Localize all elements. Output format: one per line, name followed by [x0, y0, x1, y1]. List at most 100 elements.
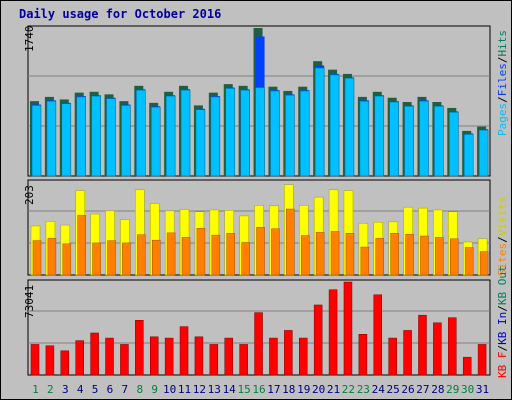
bar-kbf	[448, 317, 457, 376]
ymax-label-hits: 1740	[23, 25, 36, 53]
bar-kbf	[224, 337, 233, 376]
bar-kbf	[135, 319, 144, 376]
bar-pages	[285, 94, 295, 177]
bar-pages	[389, 101, 399, 177]
bar-pages	[240, 89, 250, 177]
bar-sites	[315, 232, 325, 276]
bar-kbf	[313, 304, 323, 376]
x-tick-label: 1	[32, 383, 39, 396]
bar-pages	[419, 100, 429, 177]
bar-kbf	[179, 326, 189, 376]
bar-pages	[314, 67, 325, 177]
bar-kbf	[209, 344, 219, 376]
legend-kbout: KB Out	[496, 265, 509, 306]
bar-pages	[46, 100, 57, 177]
x-tick-label: 18	[282, 383, 295, 396]
bar-pages	[195, 109, 206, 177]
legend-files: Files	[496, 63, 509, 97]
bar-pages	[76, 96, 87, 177]
bar-kbf	[477, 344, 487, 376]
legend-sep: /	[496, 96, 509, 103]
bar-kbf	[328, 289, 338, 376]
x-tick-label: 16	[252, 383, 265, 396]
legend-sep: /	[496, 236, 509, 243]
legend-hits-files-pages: Pages/Files/Hits	[496, 30, 509, 136]
x-tick-label: 31	[476, 383, 489, 396]
x-tick-label: 2	[47, 383, 54, 396]
x-tick-label: 20	[312, 383, 325, 396]
bar-kbf	[388, 337, 397, 376]
bar-kbf	[433, 322, 442, 376]
x-tick-label: 3	[62, 383, 69, 396]
bar-sites	[479, 251, 489, 276]
bar-pages	[255, 87, 265, 177]
x-tick-label: 19	[297, 383, 310, 396]
bar-kbf	[45, 345, 55, 376]
bar-pages	[478, 129, 489, 177]
bar-pages	[106, 98, 116, 177]
bar-sites	[375, 238, 385, 276]
legend-visits: Visits	[496, 196, 509, 237]
bar-sites	[122, 242, 131, 276]
bar-kbf	[462, 356, 472, 376]
bar-kbf	[60, 350, 70, 376]
bar-pages	[374, 95, 385, 177]
bar-kbf	[403, 330, 412, 376]
bar-kbf	[75, 340, 84, 376]
x-tick-label: 12	[193, 383, 206, 396]
legend-sep: /	[496, 344, 509, 352]
bar-pages	[225, 88, 236, 177]
x-tick-label: 5	[92, 383, 99, 396]
bar-sites	[181, 237, 191, 276]
x-tick-label: 8	[136, 383, 143, 396]
x-tick-label: 13	[208, 383, 221, 396]
bar-pages	[91, 95, 101, 177]
bar-sites	[464, 247, 474, 276]
bar-kbf	[30, 344, 40, 376]
bar-sites	[390, 233, 399, 276]
bar-sites	[256, 227, 265, 276]
bar-pages	[136, 89, 146, 177]
bar-pages	[344, 77, 355, 177]
x-tick-label: 29	[446, 383, 459, 396]
ymax-label-kbytes: 73041	[23, 284, 36, 318]
bar-kbf	[254, 312, 263, 376]
bar-kbf	[284, 330, 293, 376]
bar-sites	[211, 234, 221, 276]
bar-sites	[151, 239, 161, 276]
bar-sites	[360, 246, 370, 276]
bar-pages	[31, 105, 42, 177]
bar-pages	[463, 134, 474, 177]
bar-sites	[286, 208, 295, 276]
bar-sites	[107, 240, 116, 276]
x-tick-label: 25	[387, 383, 400, 396]
bar-pages	[329, 74, 340, 177]
x-tick-label: 9	[151, 383, 158, 396]
bar-pages	[434, 105, 444, 177]
bar-pages	[448, 111, 459, 177]
x-tick-label: 15	[237, 383, 250, 396]
x-tick-label: 10	[163, 383, 176, 396]
bar-sites	[77, 215, 86, 276]
bar-kbf	[105, 337, 114, 376]
x-tick-label: 21	[327, 383, 340, 396]
bar-sites	[196, 228, 206, 276]
bar-sites	[47, 238, 57, 276]
bar-kbf	[120, 344, 129, 376]
bar-sites	[405, 233, 414, 276]
x-tick-label: 28	[431, 383, 444, 396]
bar-kbf	[358, 334, 368, 376]
bar-kbf	[269, 337, 278, 376]
bar-kbf	[373, 294, 383, 376]
x-tick-label: 23	[357, 383, 370, 396]
legend-kbin: KB In	[496, 311, 509, 345]
bar-kbf	[90, 332, 99, 376]
ymax-label-visits: 203	[23, 185, 36, 205]
x-tick-label: 27	[416, 383, 429, 396]
bar-sites	[62, 243, 72, 276]
bar-kbf	[194, 336, 204, 376]
bar-sites	[330, 231, 340, 276]
bar-pages	[404, 105, 414, 177]
bar-sites	[345, 233, 355, 276]
